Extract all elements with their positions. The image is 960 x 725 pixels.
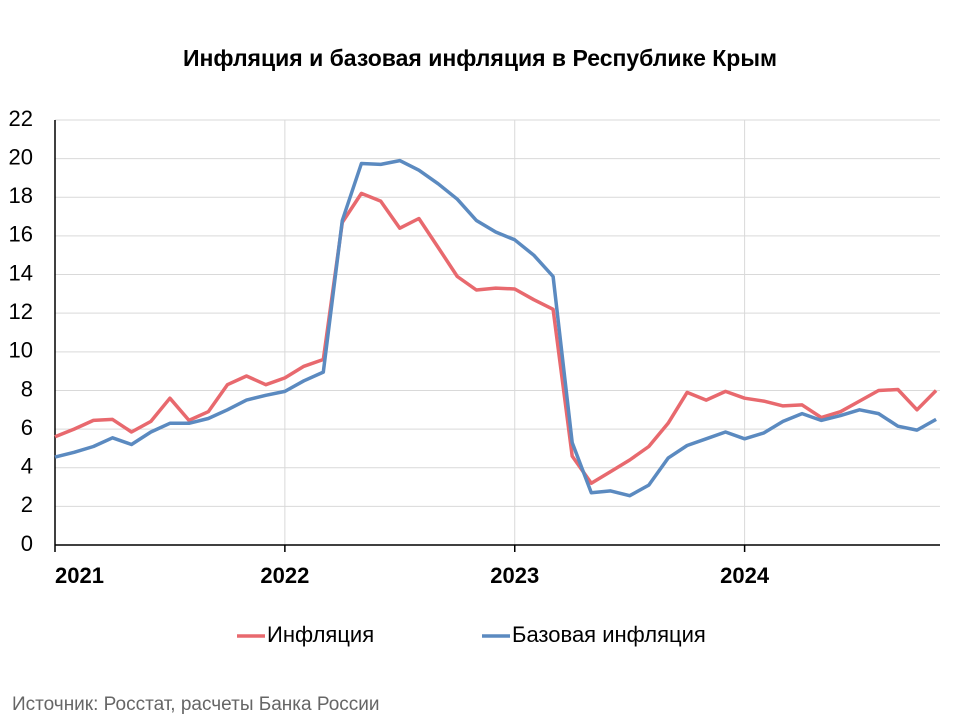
y-tick-label: 12 [9,299,33,324]
x-tick-label: 2021 [55,563,104,588]
y-tick-label: 10 [9,338,33,363]
data-line [54,191,938,485]
x-tick-label: 2023 [490,563,539,588]
y-tick-label: 2 [21,492,33,517]
y-tick-label: 20 [9,144,33,169]
legend-label: Базовая инфляция [512,622,706,647]
y-tick-label: 4 [21,454,33,479]
y-tick-label: 6 [21,415,33,440]
data-line [54,158,937,498]
x-tick-label: 2022 [260,563,309,588]
y-tick-label: 18 [9,183,33,208]
chart-title: Инфляция и базовая инфляция в Республике… [183,45,777,71]
x-tick-label: 2024 [720,563,770,588]
source-note: Источник: Росстат, расчеты Банка России [12,694,380,715]
y-tick-label: 0 [21,531,33,556]
y-tick-label: 8 [21,376,33,401]
legend-label: Инфляция [267,622,374,647]
y-tick-label: 16 [9,222,33,247]
y-tick-label: 14 [9,260,33,285]
y-tick-label: 22 [9,106,33,131]
